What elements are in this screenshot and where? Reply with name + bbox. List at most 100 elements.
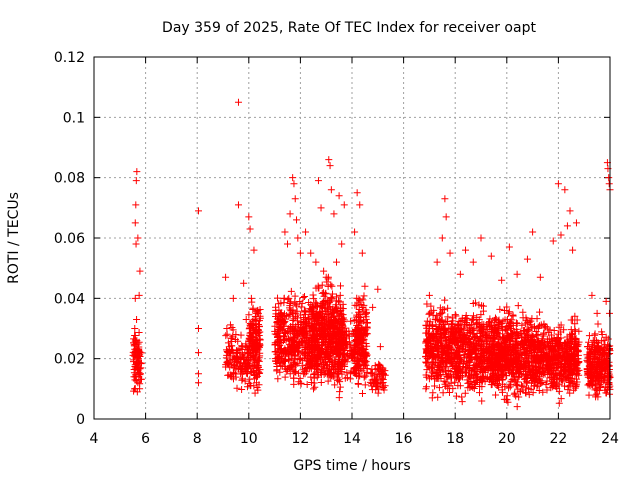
data-point [451, 368, 459, 376]
data-point [329, 349, 337, 357]
data-point [470, 339, 478, 347]
data-point [296, 297, 304, 305]
data-point [238, 386, 246, 394]
data-point [290, 374, 298, 382]
data-point [294, 234, 302, 242]
data-point [487, 336, 495, 344]
data-point [597, 374, 605, 382]
data-point [132, 349, 140, 357]
data-point [311, 313, 319, 321]
data-point [518, 321, 526, 329]
data-point [465, 351, 473, 359]
data-point [422, 345, 430, 353]
data-point [486, 374, 494, 382]
data-point [514, 302, 522, 310]
data-point [473, 329, 481, 337]
data-point [524, 344, 532, 352]
data-point [435, 324, 443, 332]
data-point [575, 338, 583, 346]
data-point [521, 332, 529, 340]
data-point [452, 312, 460, 320]
data-point [326, 354, 334, 362]
data-point [567, 316, 575, 324]
data-point [548, 379, 556, 387]
data-point [532, 331, 540, 339]
data-point [363, 342, 371, 350]
data-point [362, 331, 370, 339]
data-point [194, 207, 202, 215]
data-point [368, 369, 376, 377]
data-point [436, 310, 444, 318]
x-tick-label: 10 [240, 431, 258, 447]
data-point [561, 382, 569, 390]
data-point [318, 323, 326, 331]
data-point [555, 323, 563, 331]
data-point [237, 355, 245, 363]
data-point [483, 331, 491, 339]
data-point [588, 291, 596, 299]
data-point [310, 327, 318, 335]
data-point [493, 362, 501, 370]
data-point [561, 186, 569, 194]
data-point [289, 306, 297, 314]
data-point [439, 335, 447, 343]
data-point [299, 357, 307, 365]
data-point [510, 376, 518, 384]
data-point [252, 364, 260, 372]
data-point [503, 396, 511, 404]
data-point [460, 354, 468, 362]
data-point [565, 383, 573, 391]
data-point [573, 375, 581, 383]
data-point [330, 210, 338, 218]
data-point [378, 368, 386, 376]
data-point [455, 356, 463, 364]
data-point [271, 348, 279, 356]
data-point [132, 177, 140, 185]
data-point [302, 314, 310, 322]
data-point [538, 339, 546, 347]
data-point [325, 355, 333, 363]
data-point [517, 381, 525, 389]
data-point [498, 323, 506, 331]
data-point [448, 320, 456, 328]
data-point [238, 376, 246, 384]
data-point [288, 341, 296, 349]
data-point [315, 347, 323, 355]
data-point [506, 320, 514, 328]
x-tick-label: 8 [193, 431, 202, 447]
y-tick-label: 0.02 [54, 352, 85, 368]
data-point [274, 328, 282, 336]
data-point [586, 358, 594, 366]
data-point [539, 388, 547, 396]
data-point [534, 341, 542, 349]
data-point [243, 383, 251, 391]
chart-title: Day 359 of 2025, Rate Of TEC Index for r… [162, 20, 536, 36]
data-point [536, 364, 544, 372]
data-point [518, 343, 526, 351]
data-point [570, 351, 578, 359]
data-point [513, 335, 521, 343]
data-point [477, 234, 485, 242]
data-point [132, 201, 140, 209]
data-point [380, 386, 388, 394]
data-point [426, 309, 434, 317]
data-point [275, 300, 283, 308]
data-point [448, 354, 456, 362]
data-point [232, 331, 240, 339]
data-point [566, 343, 574, 351]
data-point [585, 391, 593, 399]
data-point [548, 355, 556, 363]
data-point [458, 398, 466, 406]
data-point [439, 389, 447, 397]
data-point [460, 335, 468, 343]
data-point [478, 302, 486, 310]
data-point [497, 353, 505, 361]
data-point [552, 339, 560, 347]
data-point [439, 325, 447, 333]
data-point [554, 371, 562, 379]
data-point [353, 189, 361, 197]
data-point [234, 98, 242, 106]
data-point [246, 361, 254, 369]
data-point [131, 325, 139, 332]
